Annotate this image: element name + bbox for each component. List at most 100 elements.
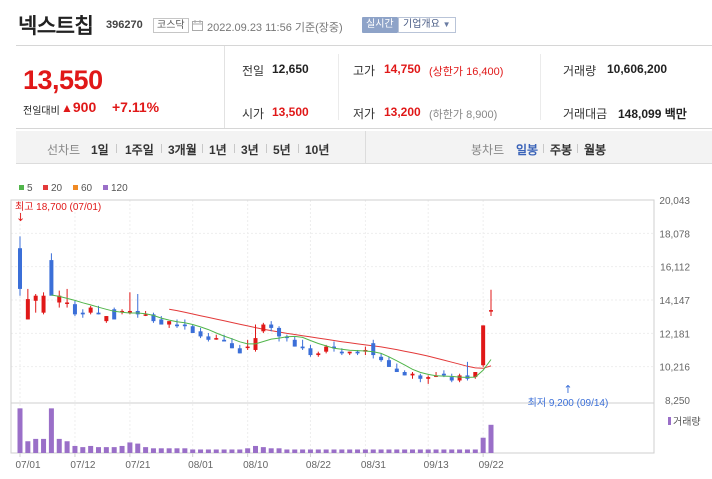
volume-bar bbox=[221, 449, 227, 453]
chart-frame bbox=[10, 199, 655, 454]
stock-code: 396270 bbox=[106, 19, 143, 31]
candle-body bbox=[229, 343, 234, 349]
price-chart[interactable]: 5 20 60 120 최고 18,700 (07/01)↓ ↑최저 9,200 (09… bbox=[0, 178, 712, 479]
candle-body bbox=[214, 338, 219, 340]
volume-legend-swatch bbox=[668, 417, 671, 425]
up-arrow-icon: ↑ bbox=[563, 383, 572, 396]
candle-body bbox=[457, 375, 462, 381]
max-price-note: 최고 18,700 (07/01) bbox=[15, 201, 101, 213]
stock-name: 넥스트칩 bbox=[18, 15, 94, 38]
x-tick-label: 08/22 bbox=[306, 460, 331, 471]
volume-bar bbox=[433, 449, 439, 453]
tab-1w[interactable]: 1주일 bbox=[125, 143, 154, 157]
realtime-button[interactable]: 실시간 bbox=[362, 17, 398, 33]
candle-body bbox=[277, 327, 282, 337]
candle-body bbox=[159, 319, 164, 325]
candle-body bbox=[190, 326, 195, 334]
candle-body bbox=[143, 314, 148, 316]
volume-bar bbox=[449, 449, 455, 453]
up-triangle-icon: ▲ bbox=[61, 101, 73, 115]
volume-bar bbox=[213, 449, 219, 453]
volume-bar bbox=[284, 449, 290, 453]
candle-body bbox=[33, 295, 38, 301]
x-tick-label: 09/13 bbox=[424, 460, 449, 471]
volume-bar bbox=[307, 449, 313, 453]
calendar-icon bbox=[192, 20, 203, 31]
legend-swatch bbox=[73, 185, 78, 190]
line-chart-label: 선차트 bbox=[47, 143, 81, 157]
plot-border bbox=[10, 199, 655, 454]
company-info-dropdown[interactable]: 기업개요 ▼ bbox=[398, 17, 456, 33]
tab-3y[interactable]: 3년 bbox=[241, 143, 259, 157]
volume-bar bbox=[292, 449, 298, 453]
volume-label: 거래량 bbox=[563, 64, 597, 78]
market-badge: 코스닥 bbox=[153, 18, 189, 33]
volume-bar bbox=[88, 445, 94, 453]
divider bbox=[365, 131, 366, 164]
volume-bar bbox=[441, 449, 447, 453]
tab-5y[interactable]: 5년 bbox=[273, 143, 291, 157]
volume-bar bbox=[331, 449, 337, 453]
volume-bar bbox=[33, 438, 39, 453]
high-label: 고가 bbox=[353, 64, 376, 78]
volume-bar bbox=[205, 449, 211, 453]
volume-bar bbox=[48, 408, 54, 453]
high-value: 14,750 bbox=[384, 62, 421, 76]
volume-bar bbox=[260, 447, 266, 453]
x-tick-label: 07/12 bbox=[70, 460, 95, 471]
tab-daily[interactable]: 일봉 bbox=[516, 143, 539, 157]
divider bbox=[234, 144, 235, 153]
candle-body bbox=[72, 304, 77, 315]
volume-bar bbox=[378, 449, 384, 453]
candle-body bbox=[308, 348, 313, 356]
volume-bar bbox=[56, 438, 62, 453]
candle-body bbox=[182, 324, 187, 327]
tab-monthly[interactable]: 월봉 bbox=[584, 143, 607, 157]
candle-body bbox=[18, 248, 22, 289]
volume-bar bbox=[386, 449, 392, 453]
min-price-note: 최저 9,200 (09/14) bbox=[528, 397, 609, 409]
candles bbox=[18, 236, 493, 384]
ma5-path bbox=[51, 294, 492, 378]
legend-swatch bbox=[19, 185, 24, 190]
volume-bar bbox=[143, 447, 149, 453]
volume-bar bbox=[457, 449, 463, 453]
change-label: 전일대비 bbox=[23, 106, 60, 117]
candle-body bbox=[261, 324, 266, 332]
divider bbox=[202, 144, 203, 153]
candle-body bbox=[489, 310, 493, 312]
candle-body bbox=[394, 368, 399, 373]
volume-bar bbox=[323, 449, 329, 453]
candle-body bbox=[120, 310, 125, 313]
tab-weekly[interactable]: 주봉 bbox=[550, 143, 573, 157]
candle-body bbox=[316, 353, 321, 356]
quote-datetime: 2022.09.23 11:56 기준(장중) bbox=[207, 22, 343, 34]
chart-annotations: 최고 18,700 (07/01)↓ ↑최저 9,200 (09/14) bbox=[15, 201, 608, 409]
candle-body bbox=[25, 299, 30, 320]
volume-bar bbox=[276, 448, 282, 453]
volume-bar bbox=[103, 447, 109, 453]
x-tick-label: 08/01 bbox=[188, 460, 213, 471]
volume-bars: 거래량 bbox=[17, 408, 701, 453]
volume-bar bbox=[370, 449, 376, 453]
tab-1y[interactable]: 1년 bbox=[209, 143, 227, 157]
company-info-label: 기업개요 bbox=[403, 19, 440, 30]
volume-bar bbox=[198, 449, 204, 453]
low-label: 저가 bbox=[353, 107, 376, 121]
divider bbox=[161, 144, 162, 153]
divider bbox=[540, 54, 541, 120]
candle-body bbox=[410, 373, 415, 376]
tab-1d[interactable]: 1일 bbox=[91, 143, 109, 157]
x-tick-label: 09/22 bbox=[479, 460, 504, 471]
legend-swatch bbox=[43, 185, 48, 190]
down-arrow-icon: ↓ bbox=[16, 211, 25, 224]
tab-3m[interactable]: 3개월 bbox=[168, 143, 197, 157]
amount-label: 거래대금 bbox=[563, 107, 608, 121]
candle-chart-label: 봉차트 bbox=[471, 143, 505, 157]
stock-header: 넥스트칩 396270 코스닥 2022.09.23 11:56 기준(장중) … bbox=[0, 0, 712, 44]
tab-10y[interactable]: 10년 bbox=[305, 143, 330, 157]
candle-body bbox=[426, 377, 431, 379]
candle-body bbox=[379, 356, 384, 361]
candle-body bbox=[300, 346, 305, 349]
divider bbox=[298, 144, 299, 153]
